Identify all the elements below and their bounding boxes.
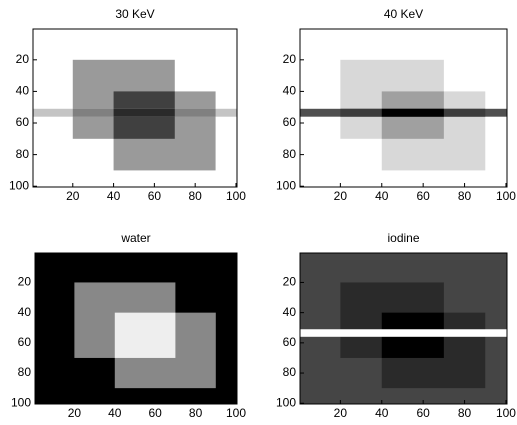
y-tick-label: 80	[18, 365, 32, 379]
x-tick-label: 40	[375, 189, 389, 203]
image-region	[382, 109, 444, 117]
y-tick-label: 100	[276, 178, 296, 192]
x-tick-label: 100	[226, 406, 246, 420]
subplot-title: water	[120, 231, 150, 245]
x-tick-label: 60	[148, 189, 162, 203]
figure: 30 KeV 20 40 60 80 100 20 40 60 80 100 40 KeV 20 40 60…	[0, 0, 517, 425]
y-tick-label: 20	[283, 52, 297, 66]
subplot-title: 40 KeV	[384, 7, 423, 21]
y-tick-label: 80	[283, 147, 297, 161]
subplot-title: 30 KeV	[115, 7, 154, 21]
image-region	[300, 329, 507, 337]
x-tick-label: 40	[107, 189, 121, 203]
y-tick-label: 100	[276, 395, 296, 409]
x-tick-label: 80	[458, 189, 472, 203]
y-tick-label: 20	[18, 275, 32, 289]
y-tick-label: 60	[16, 115, 30, 129]
y-tick-label: 20	[283, 275, 297, 289]
x-tick-label: 100	[496, 189, 516, 203]
y-tick-label: 80	[283, 365, 297, 379]
y-tick-label: 60	[283, 115, 297, 129]
y-tick-label: 60	[18, 335, 32, 349]
image-region	[115, 313, 176, 358]
y-tick-label: 100	[9, 178, 29, 192]
x-tick-label: 100	[496, 406, 516, 420]
x-tick-label: 20	[334, 189, 348, 203]
subplot-title: iodine	[387, 231, 419, 245]
x-tick-label: 20	[334, 406, 348, 420]
x-tick-label: 20	[66, 189, 80, 203]
x-tick-label: 40	[375, 406, 389, 420]
y-tick-label: 40	[283, 305, 297, 319]
y-tick-label: 80	[16, 147, 30, 161]
x-tick-label: 40	[108, 406, 122, 420]
y-tick-label: 40	[16, 84, 30, 98]
image-region	[114, 109, 175, 117]
x-tick-label: 20	[68, 406, 82, 420]
x-tick-label: 60	[149, 406, 163, 420]
x-tick-label: 80	[189, 189, 203, 203]
x-tick-label: 80	[458, 406, 472, 420]
y-tick-label: 100	[11, 395, 31, 409]
y-tick-label: 20	[16, 52, 30, 66]
y-tick-label: 60	[283, 335, 297, 349]
x-tick-label: 100	[226, 189, 246, 203]
x-tick-label: 60	[416, 189, 430, 203]
x-tick-label: 60	[416, 406, 430, 420]
x-tick-label: 80	[189, 406, 203, 420]
y-tick-label: 40	[283, 84, 297, 98]
y-tick-label: 40	[18, 305, 32, 319]
